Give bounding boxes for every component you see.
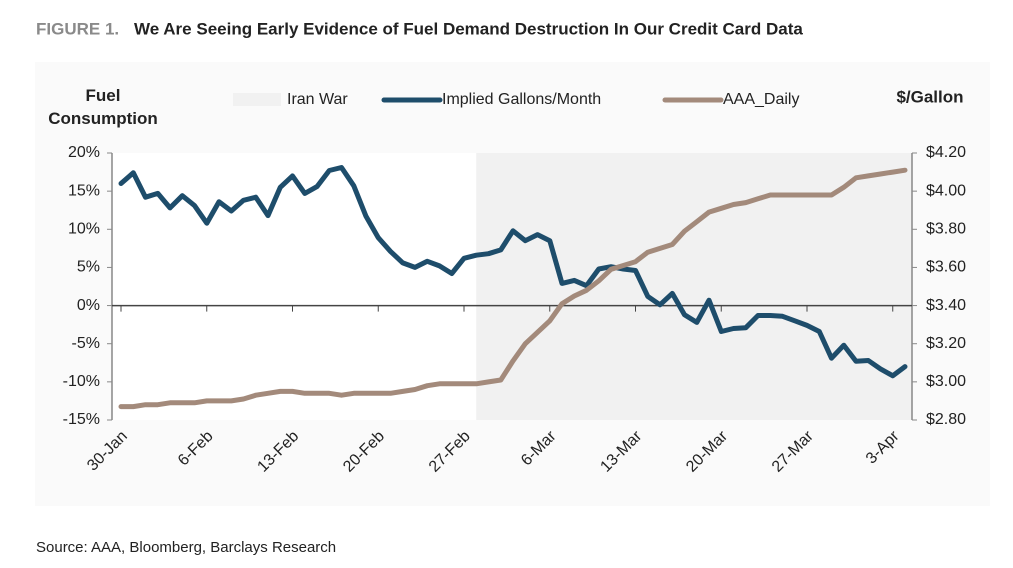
y2-axis-title: $/Gallon [896,87,963,106]
y2-tick-label: $3.40 [926,297,966,314]
y-tick-label: 5% [77,259,100,276]
series-line [118,167,908,410]
y2-tick-label: $3.60 [926,259,966,276]
y2-tick-label: $3.20 [926,335,966,352]
y-tick-label: -10% [63,373,100,390]
y2-tick-label: $2.80 [926,411,966,428]
y2-tick-label: $4.00 [926,182,966,199]
y-tick-label: 15% [68,182,100,199]
y-tick-label: 20% [68,144,100,161]
y2-tick-label: $3.80 [926,221,966,238]
legend-label: Iran War [287,91,348,108]
y-tick-label: -15% [63,411,100,428]
series-line [118,165,908,379]
chart-title: We Are Seeing Early Evidence of Fuel Dem… [134,19,803,38]
source: Source: AAA, Bloomberg, Barclays Researc… [36,539,336,556]
legend-label: Implied Gallons/Month [442,91,601,108]
y-tick-label: 10% [68,221,100,238]
shaded-region [476,153,912,420]
y-axis-title: Fuel Consumption [48,86,158,128]
figure-label: FIGURE 1. [36,19,119,38]
legend-label: AAA_Daily [723,91,799,108]
y-tick-label: -5% [72,335,100,352]
y-tick-label: 0% [77,297,100,314]
y2-tick-label: $4.20 [926,144,966,161]
y2-tick-label: $3.00 [926,373,966,390]
legend-swatch [233,93,281,106]
